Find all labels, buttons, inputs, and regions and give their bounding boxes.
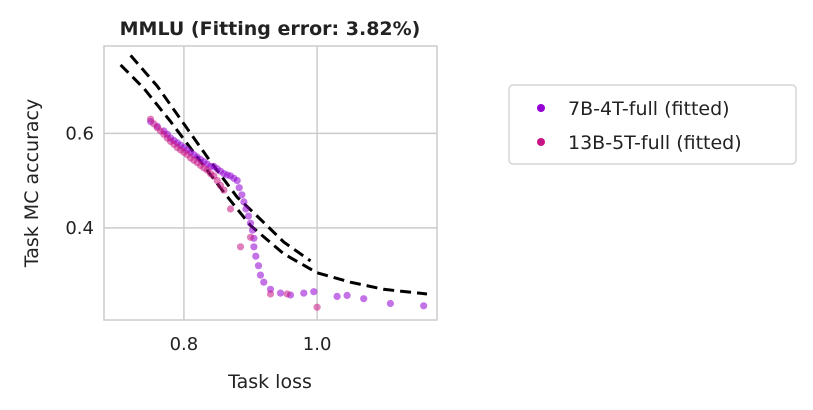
- y-axis-label: Task MC accuracy: [21, 99, 43, 268]
- data-point-series-1: [266, 290, 275, 298]
- x-axis-label: Task loss: [227, 371, 312, 393]
- data-point-series-1: [226, 205, 235, 213]
- data-point-series-1: [283, 290, 291, 298]
- data-point-series-1: [246, 233, 255, 241]
- data-point-series-0: [252, 252, 260, 260]
- data-point-series-0: [333, 292, 341, 300]
- data-point-series-0: [242, 205, 250, 213]
- data-points: [147, 115, 428, 311]
- data-point-series-0: [276, 289, 285, 297]
- data-point-series-0: [360, 295, 368, 303]
- data-point-series-0: [248, 226, 257, 234]
- data-point-series-0: [235, 184, 243, 192]
- legend: 7B-4T-full (fitted) 13B-5T-full (fitted): [508, 84, 797, 165]
- data-point-series-0: [246, 219, 255, 227]
- data-point-series-0: [254, 262, 263, 270]
- data-point-series-0: [260, 278, 268, 286]
- data-point-series-1: [313, 303, 321, 311]
- plot-frame: [103, 45, 438, 321]
- data-point-series-0: [386, 299, 394, 308]
- data-point-series-1: [220, 186, 228, 194]
- chart-title: MMLU (Fitting error: 3.82%): [120, 18, 421, 40]
- y-tick-label: 0.6: [65, 123, 94, 144]
- data-point-series-0: [256, 271, 265, 279]
- data-point-series-0: [300, 289, 308, 297]
- data-point-series-1: [236, 243, 245, 251]
- data-point-series-0: [238, 191, 246, 199]
- tick-labels: 0.8 1.0 0.4 0.6: [65, 123, 331, 355]
- legend-box: [508, 84, 797, 165]
- x-tick-label: 0.8: [170, 334, 199, 355]
- data-point-series-0: [310, 288, 318, 296]
- data-point-series-0: [244, 212, 253, 220]
- fit-curve-1: [129, 54, 312, 263]
- data-point-series-0: [420, 302, 428, 310]
- data-point-series-0: [250, 243, 258, 251]
- data-point-series-0: [233, 177, 241, 185]
- legend-marker-7b: [537, 104, 545, 112]
- legend-label-13b: 13B-5T-full (fitted): [568, 132, 742, 154]
- data-point-series-0: [240, 198, 248, 206]
- data-point-series-0: [343, 291, 351, 299]
- x-tick-label: 1.0: [303, 334, 332, 355]
- legend-label-7b: 7B-4T-full (fitted): [568, 98, 730, 120]
- y-tick-label: 0.4: [65, 218, 94, 239]
- legend-marker-13b: [537, 138, 545, 146]
